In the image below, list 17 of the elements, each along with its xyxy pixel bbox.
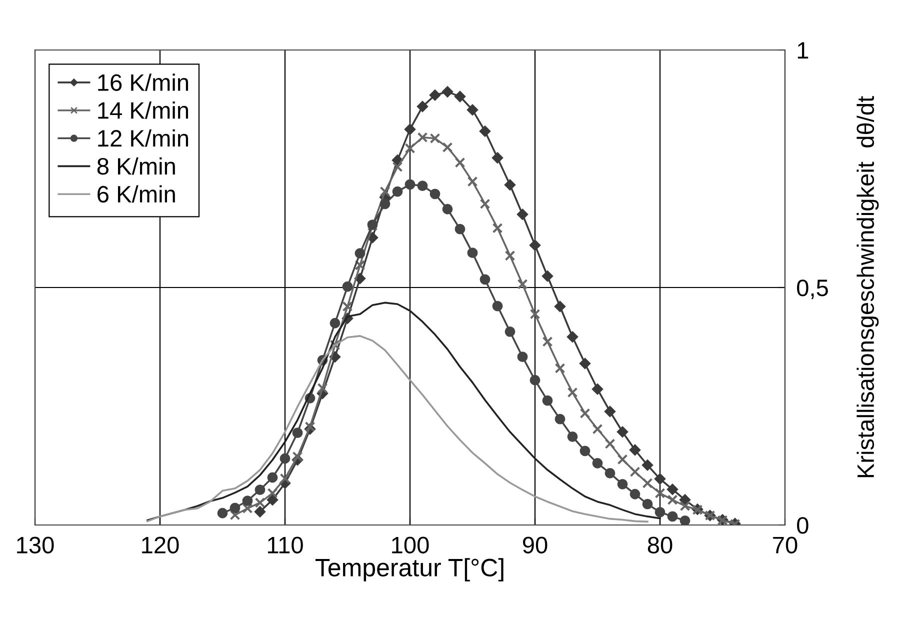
legend-label: 12 K/min	[98, 129, 188, 147]
x-tick-label: 120	[142, 536, 179, 554]
x-tick-label: 110	[268, 536, 303, 554]
y-tick-label: 1	[798, 42, 808, 59]
legend-label: 6 K/min	[98, 185, 175, 203]
x-tick-label: 80	[648, 536, 672, 554]
legend-label: 14 K/min	[98, 102, 188, 119]
legend-label: 16 K/min	[98, 74, 188, 91]
x-tick-label: 100	[392, 536, 429, 554]
y-tick-label: 0,5	[797, 280, 828, 300]
y-tick-label: 0	[797, 517, 808, 534]
legend-label: 8 K/min	[97, 157, 175, 175]
y-axis-title: Kristallisationsgeschwindigkeit dθ/dt	[856, 96, 879, 478]
x-tick-label: 90	[522, 536, 548, 554]
x-axis-title: Temperatur T[°C]	[315, 558, 504, 582]
x-tick-label: 70	[773, 536, 798, 554]
x-tick-label: 130	[17, 536, 54, 554]
